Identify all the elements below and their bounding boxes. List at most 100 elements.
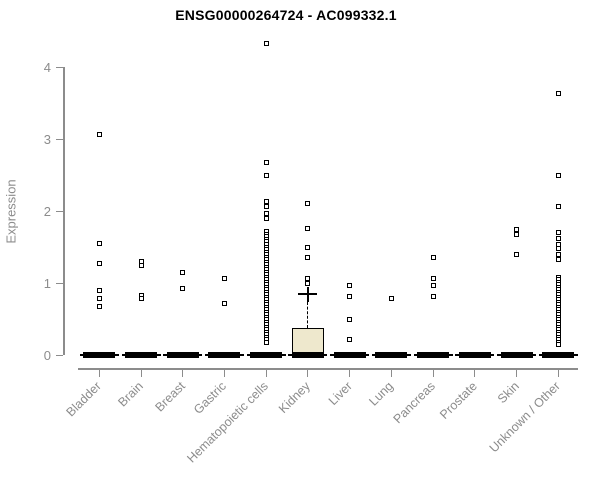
baseline-whisker-tab-right: [449, 354, 453, 356]
data-point: [96, 304, 102, 310]
x-axis-tick: [349, 369, 351, 377]
y-axis-tick-label: 3: [43, 131, 51, 147]
baseline-whisker-tab-left: [121, 354, 126, 356]
x-axis-tick: [390, 369, 392, 377]
baseline-whisker-tab-left: [371, 354, 376, 356]
data-point: [180, 269, 186, 275]
y-axis-tick: [56, 354, 63, 356]
x-axis-tick: [98, 369, 100, 377]
data-point: [555, 342, 561, 348]
baseline-median-bar: [291, 352, 324, 358]
data-point: [555, 91, 561, 97]
x-axis-tick: [265, 369, 267, 377]
baseline-whisker-tab-left: [204, 354, 209, 356]
data-point: [263, 204, 269, 210]
data-point: [430, 276, 436, 282]
baseline-whisker-tab-right: [198, 354, 203, 356]
baseline-median-bar: [458, 352, 491, 358]
baseline-median-bar: [417, 352, 450, 358]
data-point: [555, 251, 561, 257]
x-axis-tick: [516, 369, 518, 377]
y-axis-tick: [56, 282, 63, 284]
data-point: [347, 282, 353, 288]
data-point: [96, 261, 102, 267]
data-point: [430, 255, 436, 261]
data-point: [388, 296, 394, 302]
data-point: [514, 227, 520, 233]
y-axis-tick: [56, 138, 63, 140]
data-point: [305, 255, 311, 261]
baseline-whisker-tab-left: [288, 354, 292, 356]
baseline-median-bar: [83, 352, 116, 358]
data-point: [138, 295, 144, 301]
baseline-whisker-tab-right: [282, 354, 286, 356]
data-point: [347, 337, 353, 343]
baseline-whisker-tab-left: [330, 354, 334, 356]
data-point: [555, 235, 561, 241]
x-axis-tick: [474, 369, 476, 377]
data-point: [96, 295, 102, 301]
baseline-whisker-tab-right: [365, 354, 370, 356]
data-point: [263, 40, 269, 46]
baseline-whisker-tab-right: [407, 354, 411, 356]
data-point: [555, 173, 561, 179]
y-axis-tick-label: 2: [43, 203, 51, 219]
baseline-median-bar: [208, 352, 241, 358]
x-axis-tick: [432, 369, 434, 377]
data-point: [514, 251, 520, 257]
baseline-whisker-tab-left: [538, 354, 543, 356]
y-axis-tick-label: 4: [43, 59, 51, 75]
baseline-median-bar: [333, 352, 366, 358]
x-axis-tick: [307, 369, 309, 377]
x-axis-tick: [140, 369, 142, 377]
x-axis-line: [78, 368, 578, 370]
data-point: [514, 232, 520, 238]
data-point: [263, 159, 269, 165]
baseline-whisker-tab-left: [455, 354, 459, 356]
data-point: [430, 294, 436, 300]
data-point: [221, 276, 227, 282]
baseline-median-bar: [542, 352, 575, 358]
data-point: [263, 199, 269, 205]
box: [291, 328, 324, 353]
data-point: [555, 230, 561, 236]
data-point: [263, 215, 269, 221]
y-axis-line: [63, 67, 65, 355]
data-point: [96, 132, 102, 138]
baseline-median-bar: [166, 352, 199, 358]
y-axis-tick: [56, 66, 63, 68]
baseline-whisker-tab-right: [574, 354, 578, 356]
baseline-whisker-tab-right: [157, 354, 161, 356]
data-point: [430, 282, 436, 288]
baseline-whisker-tab-right: [115, 354, 119, 356]
data-point: [347, 317, 353, 323]
baseline-median-bar: [375, 352, 408, 358]
data-point: [138, 262, 144, 268]
baseline-whisker-tab-right: [323, 354, 328, 356]
baseline-whisker-tab-left: [246, 354, 251, 356]
baseline-whisker-tab-right: [240, 354, 244, 356]
data-point: [555, 245, 561, 251]
data-point: [96, 240, 102, 246]
x-axis-tick: [557, 369, 559, 377]
baseline-median-bar: [250, 352, 283, 358]
baseline-whisker-tab-left: [163, 354, 167, 356]
y-axis-label: Expression: [3, 179, 19, 244]
baseline-whisker-tab-left: [79, 354, 84, 356]
data-point: [305, 244, 311, 250]
y-axis-tick-label: 1: [43, 275, 51, 291]
baseline-whisker-tab-right: [532, 354, 537, 356]
baseline-whisker-tab-left: [497, 354, 501, 356]
data-point: [96, 287, 102, 293]
y-axis-tick: [56, 210, 63, 212]
data-point: [263, 173, 269, 179]
data-point: [263, 339, 269, 345]
data-point: [347, 294, 353, 300]
upper-whisker-cap: [298, 292, 318, 295]
data-point: [263, 210, 269, 216]
data-point: [305, 200, 311, 206]
data-point: [180, 285, 186, 291]
chart-title: ENSG00000264724 - AC099332.1: [175, 7, 397, 23]
x-axis-tick: [182, 369, 184, 377]
